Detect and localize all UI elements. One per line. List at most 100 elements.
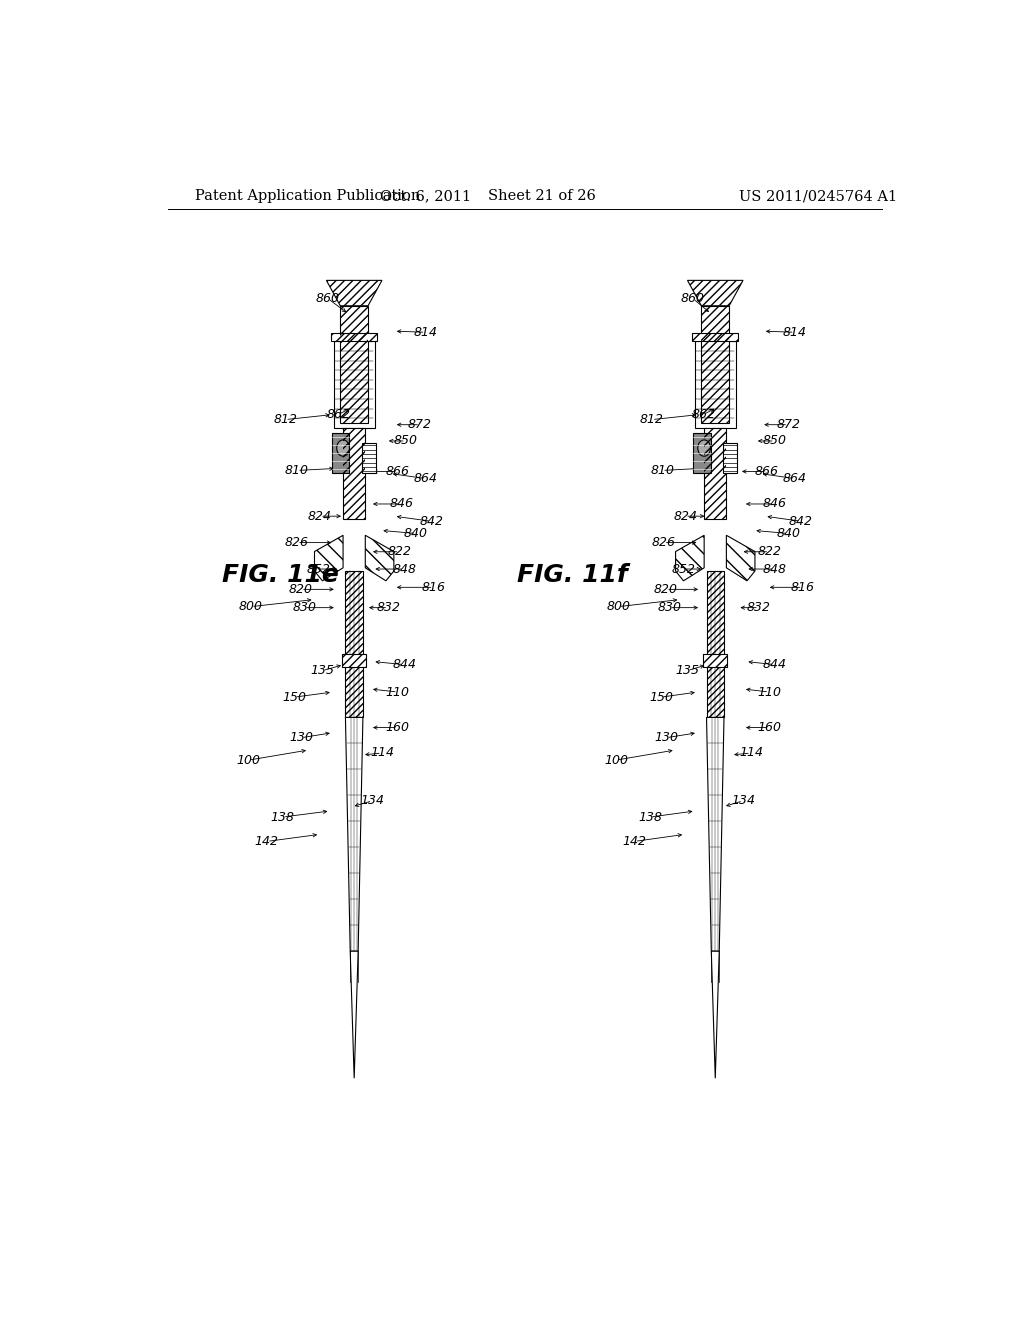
Text: 842: 842 (419, 515, 443, 528)
Text: 832: 832 (376, 601, 400, 614)
Text: 814: 814 (414, 326, 437, 339)
Text: 844: 844 (392, 659, 416, 671)
Circle shape (697, 440, 711, 457)
Bar (694, 342, 736, 428)
Text: Oct. 6, 2011: Oct. 6, 2011 (380, 189, 471, 203)
Text: 820: 820 (289, 583, 313, 595)
Bar (331, 333, 377, 342)
Text: 820: 820 (654, 583, 678, 595)
Text: 830: 830 (292, 601, 316, 614)
Polygon shape (366, 536, 394, 581)
Text: 824: 824 (308, 510, 332, 523)
Text: 832: 832 (746, 601, 771, 614)
Text: 862: 862 (691, 408, 716, 421)
Text: 844: 844 (763, 659, 786, 671)
Text: 160: 160 (386, 721, 410, 734)
Bar (703, 655, 727, 667)
Text: 850: 850 (394, 434, 418, 447)
Text: 114: 114 (370, 747, 394, 759)
Bar (334, 342, 375, 428)
Text: 826: 826 (285, 536, 309, 549)
Bar (693, 433, 711, 474)
Text: 862: 862 (327, 408, 350, 421)
Text: 100: 100 (237, 754, 261, 767)
Text: 816: 816 (422, 581, 445, 594)
Text: 864: 864 (414, 473, 437, 484)
Text: 814: 814 (782, 326, 807, 339)
Text: 810: 810 (650, 463, 674, 477)
Text: 866: 866 (386, 465, 410, 478)
Bar (340, 306, 368, 422)
Text: 846: 846 (390, 498, 414, 511)
Text: 130: 130 (289, 731, 313, 744)
Text: 824: 824 (673, 510, 697, 523)
Text: 150: 150 (283, 690, 306, 704)
Text: 130: 130 (654, 731, 678, 744)
Bar (345, 572, 362, 718)
Text: 872: 872 (408, 418, 432, 432)
Bar (707, 572, 724, 718)
Text: 135: 135 (676, 664, 699, 677)
Text: 840: 840 (776, 527, 801, 540)
Text: 826: 826 (651, 536, 676, 549)
Bar (701, 306, 729, 422)
Bar (332, 433, 349, 474)
Text: 100: 100 (604, 754, 628, 767)
Text: FIG. 11f: FIG. 11f (517, 564, 628, 587)
Text: FIG. 11e: FIG. 11e (221, 564, 339, 587)
Text: 134: 134 (731, 795, 755, 808)
Text: 110: 110 (386, 685, 410, 698)
Bar (331, 333, 377, 342)
Text: 848: 848 (392, 562, 416, 576)
Bar (705, 428, 726, 519)
Bar (342, 655, 366, 667)
Bar (345, 572, 362, 718)
Text: 860: 860 (316, 292, 340, 305)
Text: 846: 846 (763, 498, 786, 511)
Text: 134: 134 (360, 795, 384, 808)
Text: 850: 850 (763, 434, 786, 447)
Bar (692, 333, 738, 342)
Bar (342, 655, 366, 667)
Text: 812: 812 (640, 413, 664, 426)
Text: 114: 114 (739, 747, 763, 759)
Bar (705, 428, 726, 519)
Polygon shape (687, 280, 743, 306)
Text: US 2011/0245764 A1: US 2011/0245764 A1 (739, 189, 897, 203)
Text: 842: 842 (788, 515, 813, 528)
Polygon shape (350, 952, 358, 1078)
Text: 812: 812 (273, 413, 297, 426)
Text: 816: 816 (791, 581, 814, 594)
Text: Patent Application Publication: Patent Application Publication (196, 189, 421, 203)
Text: 110: 110 (757, 685, 781, 698)
Text: 142: 142 (255, 836, 279, 847)
Bar (343, 428, 366, 519)
Text: 135: 135 (310, 664, 335, 677)
Text: 860: 860 (681, 292, 706, 305)
Polygon shape (327, 280, 382, 306)
Bar (362, 444, 377, 474)
Text: 800: 800 (239, 601, 263, 612)
Text: 810: 810 (285, 463, 309, 477)
Text: 150: 150 (649, 690, 674, 704)
Text: 822: 822 (387, 545, 412, 558)
Bar (343, 428, 366, 519)
Text: 852: 852 (306, 562, 331, 576)
Text: 142: 142 (623, 836, 646, 847)
Text: 872: 872 (776, 418, 801, 432)
Bar (723, 444, 737, 474)
Text: 800: 800 (606, 601, 631, 612)
Polygon shape (726, 536, 755, 581)
Text: 840: 840 (404, 527, 428, 540)
Text: 866: 866 (755, 465, 779, 478)
Bar (707, 572, 724, 718)
Text: 138: 138 (638, 810, 663, 824)
Circle shape (337, 440, 349, 457)
Polygon shape (712, 952, 719, 1078)
Bar (692, 333, 738, 342)
Polygon shape (707, 718, 724, 952)
Bar (340, 306, 368, 422)
Text: 848: 848 (763, 562, 786, 576)
Bar (701, 306, 729, 422)
Text: 822: 822 (757, 545, 781, 558)
